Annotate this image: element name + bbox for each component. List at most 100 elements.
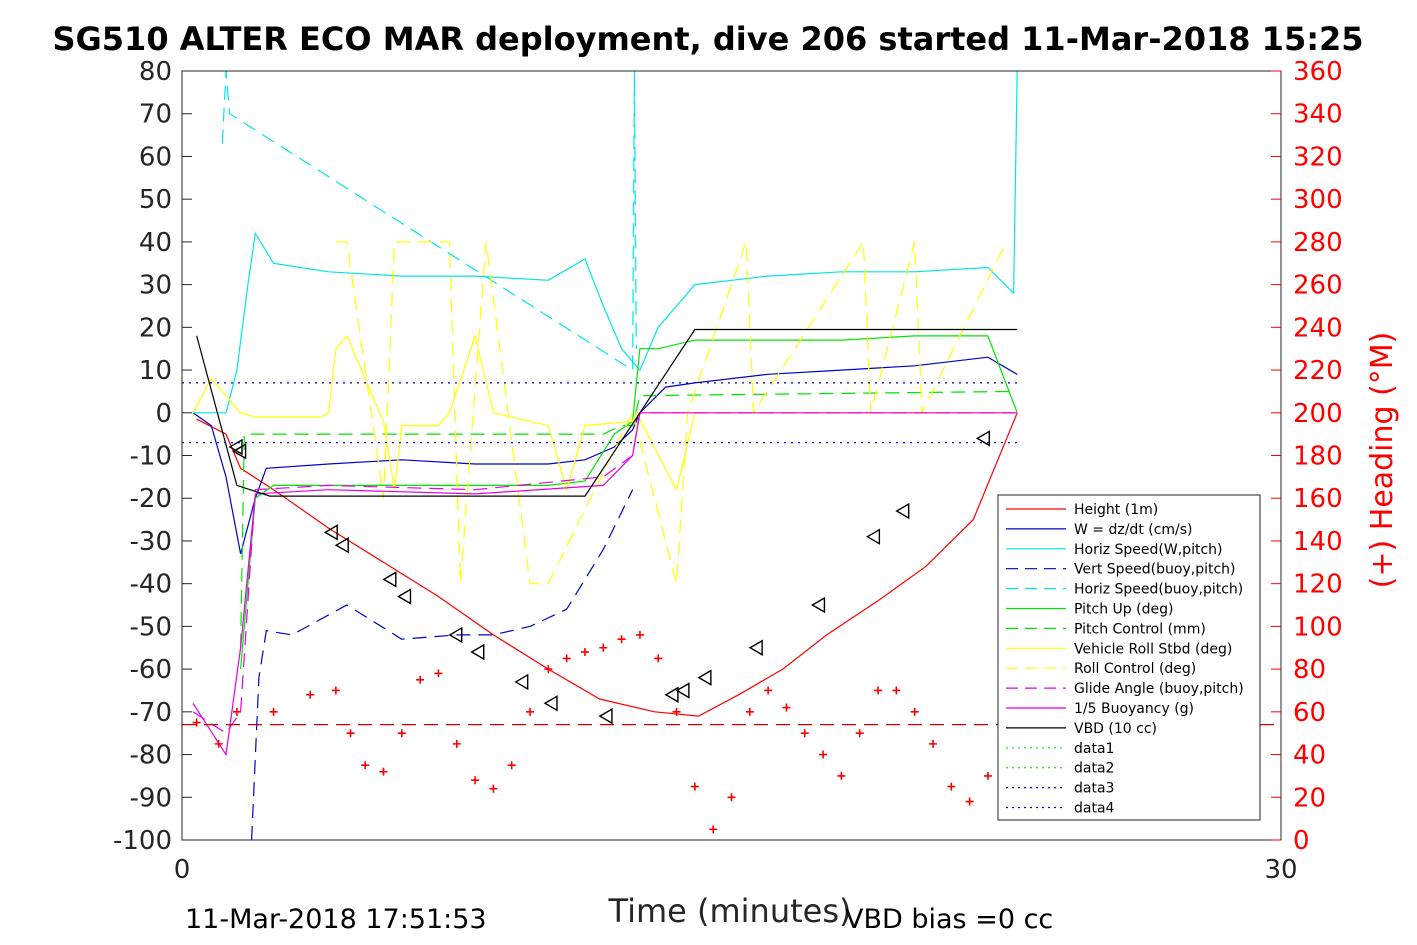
series-line-2: [193, 70, 1018, 414]
heading-point: [397, 729, 406, 738]
right-tick-label: 80: [1293, 655, 1326, 685]
x-axis-label: Time (minutes): [608, 892, 852, 930]
heading-point: [947, 782, 956, 791]
heading-point: [855, 729, 864, 738]
heading-point: [526, 707, 535, 716]
series-line-10: [192, 412, 1018, 757]
triangle-marker: [664, 686, 679, 703]
bottom-tick-label: 30: [1264, 855, 1297, 885]
triangle-marker: [470, 643, 485, 661]
heading-point: [452, 739, 461, 748]
left-tick-label: -100: [113, 826, 172, 856]
left-tick-label: 10: [139, 356, 172, 386]
legend-label: Roll Control (deg): [1074, 661, 1196, 677]
legend-label: Pitch Control (mm): [1074, 621, 1206, 637]
heading-point: [192, 718, 201, 727]
heading-point: [232, 707, 241, 716]
heading-point: [910, 707, 919, 716]
left-tick-label: -90: [130, 783, 172, 813]
heading-point: [764, 686, 773, 695]
left-tick-label: 0: [155, 399, 172, 429]
legend-label: Horiz Speed(buoy,pitch): [1074, 582, 1243, 598]
heading-point: [599, 643, 608, 652]
triangle-marker: [514, 673, 529, 691]
heading-point: [727, 793, 736, 802]
triangle-marker: [334, 536, 349, 554]
heading-point: [672, 707, 681, 716]
legend-label: data3: [1074, 781, 1114, 797]
right-tick-label: 360: [1293, 57, 1343, 87]
left-tick-label: 70: [139, 100, 172, 130]
right-tick-label: 100: [1293, 612, 1343, 642]
right-tick-label: 140: [1293, 527, 1343, 557]
heading-point: [269, 707, 278, 716]
heading-point: [983, 771, 992, 780]
series-line-6: [240, 390, 1018, 648]
heading-point: [690, 782, 699, 791]
triangle-marker: [232, 443, 247, 460]
left-tick-label: 60: [139, 142, 172, 172]
right-tick-label: 200: [1293, 399, 1343, 429]
heading-point: [544, 665, 553, 674]
right-tick-label: 280: [1293, 228, 1343, 258]
right-tick-label: 240: [1293, 313, 1343, 343]
triangle-marker: [543, 695, 558, 712]
triangle-marker: [895, 502, 910, 520]
axes: 80706050403020100-10-20-30-40-50-60-70-8…: [113, 57, 1343, 885]
legend-label: data2: [1074, 761, 1114, 777]
heading-point: [800, 729, 809, 738]
legend-label: Vert Speed(buoy,pitch): [1074, 562, 1236, 578]
left-tick-label: 40: [139, 228, 172, 258]
legend-label: data4: [1074, 801, 1115, 817]
left-tick-label: -30: [130, 527, 172, 557]
legend-label: Horiz Speed(W,pitch): [1074, 542, 1222, 558]
triangle-marker: [598, 707, 613, 725]
heading-point: [782, 703, 791, 712]
legend-label: Vehicle Roll Stbd (deg): [1074, 641, 1232, 657]
left-tick-label: -70: [130, 698, 172, 728]
triangle-marker: [975, 430, 990, 447]
left-tick-label: -40: [130, 570, 172, 600]
right-tick-label: 20: [1293, 783, 1326, 813]
heading-point: [507, 761, 516, 770]
right-tick-label: 160: [1293, 484, 1343, 514]
heading-point: [874, 686, 883, 695]
heading-point: [928, 739, 937, 748]
heading-point: [562, 654, 571, 663]
left-tick-label: 80: [139, 57, 172, 87]
legend-label: data1: [1074, 741, 1114, 757]
series-line-7: [192, 333, 1018, 492]
heading-point: [416, 675, 425, 684]
right-tick-label: 60: [1293, 698, 1326, 728]
right-tick-label: 340: [1293, 100, 1343, 130]
legend: Height (1m) W = dz/dt (cm/s) Horiz Speed(W…: [997, 494, 1261, 821]
heading-point: [306, 690, 315, 699]
right-tick-label: 260: [1293, 271, 1343, 301]
legend-label: Height (1m): [1074, 502, 1158, 518]
right-tick-label: 120: [1293, 570, 1343, 600]
heading-point: [346, 729, 355, 738]
triangle-marker: [697, 669, 712, 686]
series-line-1: [192, 356, 1018, 554]
series-line-5: [240, 335, 1018, 670]
heading-point: [489, 784, 498, 793]
legend-label: 1/5 Buoyancy (g): [1074, 701, 1194, 717]
triangle-marker: [448, 626, 463, 644]
series-line-4: [221, 70, 637, 372]
right-tick-label: 40: [1293, 741, 1326, 771]
footer-timestamp: 11-Mar-2018 17:51:53: [185, 904, 487, 935]
legend-label: VBD (10 cc): [1074, 721, 1157, 737]
triangle-marker: [748, 639, 763, 656]
heading-point: [580, 648, 589, 657]
heading-point: [709, 825, 718, 834]
triangle-marker: [397, 588, 412, 605]
triangle-marker: [382, 571, 397, 588]
triangle-marker: [865, 528, 881, 545]
left-tick-label: -60: [130, 655, 172, 685]
bottom-tick-label: 0: [174, 855, 191, 885]
heading-point: [837, 771, 846, 780]
triangle-marker: [675, 682, 690, 699]
heading-point: [331, 686, 340, 695]
heading-point: [361, 761, 370, 770]
heading-point: [892, 686, 901, 695]
